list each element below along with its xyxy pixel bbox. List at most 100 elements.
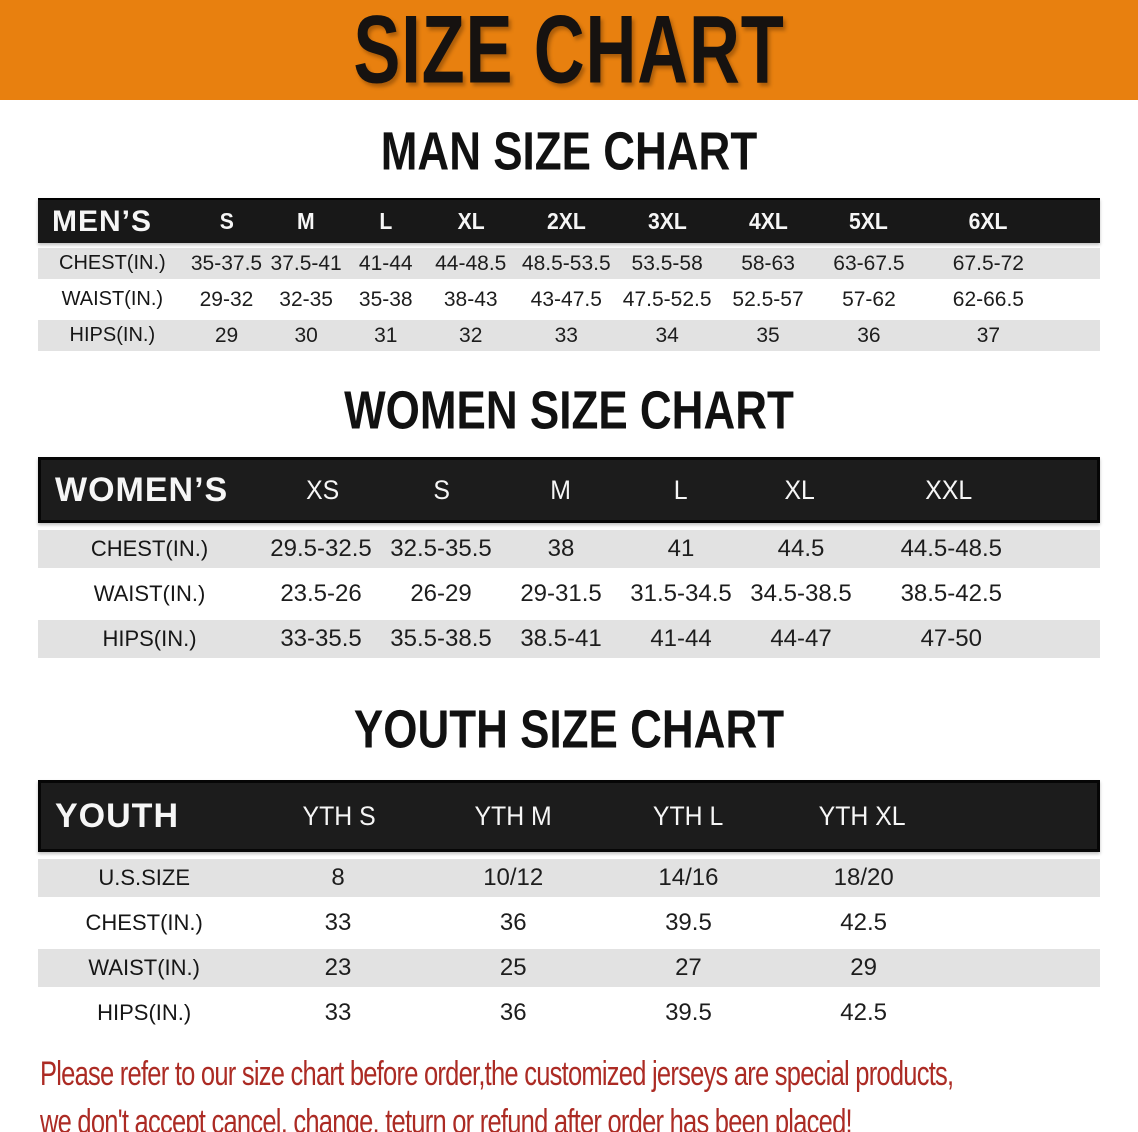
table-corner-label: YOUTH: [55, 796, 179, 835]
column-header: XXL: [925, 474, 973, 505]
column-header: 3XL: [647, 208, 687, 234]
size-value-cell: 25: [499, 954, 527, 981]
column-header: L: [379, 208, 393, 234]
size-value-cell: 27: [675, 954, 702, 981]
column-header: 5XL: [849, 208, 889, 234]
column-header: L: [673, 474, 688, 505]
table-row: HIPS(IN.) 33 36 39.5 42.5: [38, 994, 1100, 1032]
column-header: 4XL: [748, 208, 788, 234]
disclaimer: Please refer to our size chart before or…: [40, 1050, 1138, 1132]
size-value-cell: 29.5-32.5: [270, 535, 372, 562]
page-title: SIZE CHART: [353, 0, 785, 104]
column-header: XL: [457, 208, 485, 234]
size-value-cell: 52.5-57: [732, 287, 804, 311]
row-label: CHEST(IN.): [90, 536, 209, 561]
size-value-cell: 33: [324, 909, 352, 936]
column-header: 6XL: [968, 208, 1008, 234]
size-value-cell: 48.5-53.5: [521, 251, 611, 275]
size-value-cell: 30: [294, 323, 318, 347]
size-value-cell: 47.5-52.5: [622, 287, 712, 311]
column-header: S: [219, 208, 234, 234]
size-value-cell: 67.5-72: [952, 251, 1024, 275]
size-value-cell: 41-44: [358, 251, 413, 275]
size-value-cell: 33: [554, 323, 578, 347]
size-value-cell: 29-31.5: [520, 580, 602, 607]
size-value-cell: 44.5-48.5: [900, 535, 1002, 562]
size-value-cell: 33-35.5: [280, 625, 362, 652]
row-label: U.S.SIZE: [98, 865, 191, 890]
women-size-table: WOMEN’S XS S M L XL XXL CHEST(IN.) 29.5-32.5 32.5…: [38, 457, 1100, 658]
size-value-cell: 8: [331, 864, 345, 891]
size-value-cell: 23.5-26: [280, 580, 362, 607]
disclaimer-line-2: we don't accept cancel, change, teturn o…: [40, 1103, 853, 1132]
column-header: 2XL: [546, 208, 586, 234]
column-header: XS: [305, 474, 339, 505]
size-value-cell: 32: [459, 323, 483, 347]
row-label: WAIST(IN.): [88, 955, 200, 980]
table-header-row: WOMEN’S XS S M L XL XXL: [38, 457, 1100, 523]
size-value-cell: 42.5: [840, 909, 888, 936]
table-row: WAIST(IN.) 23 25 27 29: [38, 949, 1100, 987]
size-value-cell: 31.5-34.5: [630, 580, 732, 607]
size-value-cell: 47-50: [920, 625, 982, 652]
size-value-cell: 29: [214, 323, 239, 347]
size-value-cell: 53.5-58: [631, 251, 703, 275]
size-value-cell: 35-37.5: [190, 251, 263, 275]
size-value-cell: 36: [857, 323, 881, 347]
size-value-cell: 36: [499, 909, 527, 936]
size-value-cell: 38.5-42.5: [900, 580, 1002, 607]
size-value-cell: 31: [374, 323, 398, 347]
size-value-cell: 44-47: [770, 625, 832, 652]
size-value-cell: 44.5: [777, 535, 825, 562]
size-value-cell: 18/20: [833, 864, 894, 891]
size-value-cell: 43-47.5: [530, 287, 602, 311]
size-value-cell: 35: [756, 323, 780, 347]
table-header-row: MEN’S S M L XL 2XL 3XL 4XL 5XL 6XL: [38, 198, 1100, 243]
size-value-cell: 38.5-41: [520, 625, 602, 652]
section-heading-men: MAN SIZE CHART: [380, 120, 758, 182]
column-header: YTH L: [652, 800, 723, 831]
size-value-cell: 32.5-35.5: [390, 535, 492, 562]
size-value-cell: 39.5: [665, 999, 712, 1026]
size-value-cell: 26-29: [410, 580, 472, 607]
size-value-cell: 42.5: [840, 999, 888, 1026]
row-label: WAIST(IN.): [61, 288, 164, 310]
table-header-row: YOUTH YTH S YTH M YTH L YTH XL: [38, 780, 1100, 852]
table-corner-label: WOMEN’S: [55, 470, 229, 509]
table-row: CHEST(IN.) 33 36 39.5 42.5: [38, 904, 1100, 942]
size-value-cell: 14/16: [658, 864, 719, 891]
size-value-cell: 32-35: [279, 287, 333, 311]
size-value-cell: 29: [850, 954, 877, 981]
size-value-cell: 63-67.5: [833, 251, 905, 275]
column-header: YTH XL: [818, 800, 906, 831]
youth-size-table: YOUTH YTH S YTH M YTH L YTH XL U.S.SIZE 8 10/12…: [38, 780, 1100, 1032]
size-value-cell: 58-63: [741, 251, 795, 275]
table-row: WAIST(IN.) 29-32 32-35 35-38 38-43 43-47.5 47.…: [38, 284, 1100, 315]
size-value-cell: 41: [667, 535, 695, 562]
section-heading-women: WOMEN SIZE CHART: [344, 379, 794, 441]
row-label: HIPS(IN.): [69, 324, 156, 346]
size-value-cell: 36: [499, 999, 527, 1026]
column-header: M: [550, 474, 572, 505]
row-label: HIPS(IN.): [102, 626, 197, 651]
column-header: M: [297, 208, 315, 234]
table-row: HIPS(IN.) 33-35.5 35.5-38.5 38.5-41 41-44 44-…: [38, 620, 1100, 658]
banner: SIZE CHART: [0, 0, 1138, 100]
size-value-cell: 37: [976, 323, 1001, 347]
size-value-cell: 57-62: [842, 287, 896, 311]
row-label: HIPS(IN.): [97, 1000, 192, 1025]
column-header: YTH S: [302, 800, 376, 831]
size-value-cell: 35.5-38.5: [390, 625, 492, 652]
disclaimer-line-1: Please refer to our size chart before or…: [40, 1055, 954, 1093]
size-value-cell: 44-48.5: [435, 251, 507, 275]
size-value-cell: 10/12: [483, 864, 544, 891]
table-row: WAIST(IN.) 23.5-26 26-29 29-31.5 31.5-34.5 34…: [38, 575, 1100, 613]
size-value-cell: 34.5-38.5: [750, 580, 852, 607]
row-label: CHEST(IN.): [59, 252, 166, 274]
size-value-cell: 33: [324, 999, 352, 1026]
size-value-cell: 35-38: [358, 287, 413, 311]
table-corner-label: MEN’S: [52, 204, 153, 238]
size-value-cell: 23: [324, 954, 352, 981]
row-label: CHEST(IN.): [85, 910, 203, 935]
column-header: YTH M: [474, 800, 553, 831]
